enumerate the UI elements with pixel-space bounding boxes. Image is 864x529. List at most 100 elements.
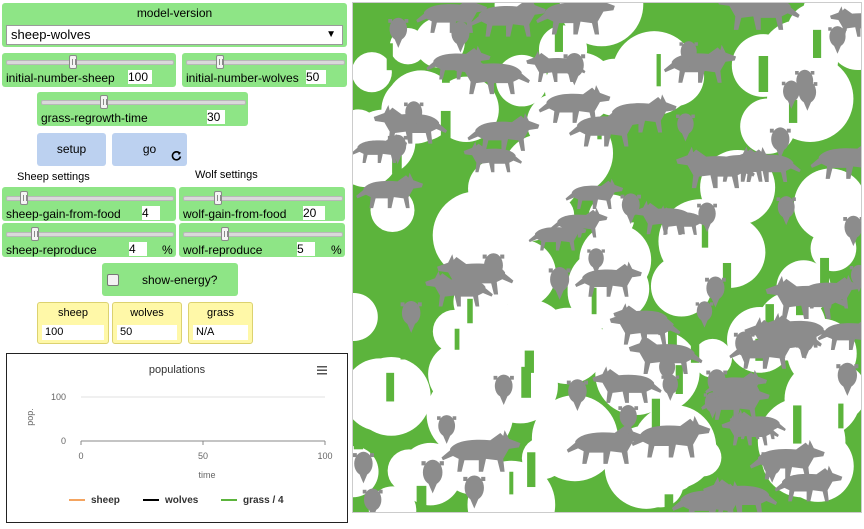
initial-number-sheep-slider[interactable]: initial-number-sheep 100	[2, 53, 176, 87]
grass-strip	[675, 365, 683, 394]
y-tick-label: 100	[51, 392, 66, 402]
grass-strip	[714, 310, 724, 334]
grass-strip	[591, 287, 597, 315]
grass-strip	[656, 54, 661, 87]
slider-value[interactable]: 5	[297, 242, 315, 256]
grass-strip	[782, 506, 789, 512]
monitor-value: 50	[117, 325, 177, 340]
dirt-patch	[498, 179, 561, 242]
slider-track[interactable]	[41, 100, 246, 105]
wolf-reproduce-slider[interactable]: wolf-reproduce 5 %	[179, 223, 345, 257]
wolf-settings-note: Wolf settings	[195, 169, 258, 181]
chevron-down-icon[interactable]: ▼	[326, 29, 336, 40]
initial-number-wolves-slider[interactable]: initial-number-wolves 50	[182, 53, 347, 87]
grass-strip	[690, 325, 700, 363]
model-version-select[interactable]: sheep-wolves ▼	[6, 25, 343, 45]
slider-value[interactable]: 4	[142, 206, 160, 220]
dirt-patch	[353, 52, 392, 93]
slider-value[interactable]: 4	[129, 242, 147, 256]
grass-strip	[839, 499, 846, 512]
slider-thumb[interactable]	[216, 55, 224, 69]
wolves-monitor: wolves 50	[112, 302, 182, 344]
hamburger-menu-icon[interactable]	[317, 366, 327, 375]
grass-strip	[524, 350, 534, 373]
grass-strip	[521, 366, 532, 398]
wolf-gain-from-food-slider[interactable]: wolf-gain-from-food 20	[179, 187, 345, 221]
slider-value[interactable]: 50	[306, 70, 326, 84]
slider-label: wolf-gain-from-food	[183, 207, 287, 221]
switch-checkbox[interactable]	[107, 274, 119, 286]
slider-track[interactable]	[186, 60, 345, 65]
slider-unit: %	[331, 243, 342, 257]
grass-strip	[758, 55, 769, 92]
x-axis-label: time	[198, 470, 215, 480]
monitor-label: grass	[207, 307, 234, 319]
slider-label: sheep-reproduce	[6, 243, 97, 257]
grass-strip	[813, 29, 822, 58]
slider-value[interactable]: 100	[128, 70, 152, 84]
slider-thumb[interactable]	[69, 55, 77, 69]
slider-track[interactable]	[183, 232, 343, 237]
sheep-gain-from-food-slider[interactable]: sheep-gain-from-food 4	[2, 187, 176, 221]
slider-track[interactable]	[6, 232, 174, 237]
slider-thumb[interactable]	[100, 95, 108, 109]
grass-strip	[386, 372, 395, 402]
slider-value[interactable]: 20	[303, 206, 325, 220]
dirt-patch	[443, 309, 502, 368]
dirt-patch	[353, 292, 378, 341]
dirt-patch	[693, 338, 733, 378]
show-energy-switch[interactable]: show-energy?	[102, 263, 238, 296]
legend-item: sheep	[91, 495, 120, 506]
dirt-patch	[370, 188, 415, 233]
dirt-patch	[612, 31, 697, 116]
slider-label: initial-number-wolves	[186, 71, 299, 85]
grass-strip	[416, 485, 427, 507]
plot-canvas: populations pop. time 100 0 0 50 100 sheep wo…	[25, 364, 333, 506]
dirt-patch	[531, 395, 618, 482]
dirt-patch	[529, 307, 606, 385]
grass-strip	[722, 262, 732, 291]
slider-track[interactable]	[6, 196, 174, 201]
world-canvas[interactable]	[353, 3, 861, 512]
grass-strip	[554, 13, 563, 52]
grass-strip	[664, 494, 674, 512]
grass-strip	[353, 428, 364, 450]
grass-strip	[440, 110, 451, 145]
legend-item: wolves	[164, 495, 199, 506]
switch-label: show-energy?	[142, 273, 218, 287]
grass-strip	[651, 398, 661, 434]
grass-strip	[820, 257, 830, 287]
grass-strip	[386, 43, 393, 71]
sheep-reproduce-slider[interactable]: sheep-reproduce 4 %	[2, 223, 176, 257]
setup-button[interactable]: setup	[37, 133, 106, 166]
legend-item: grass / 4	[243, 495, 284, 506]
grass-strip	[765, 304, 774, 327]
world-view[interactable]	[352, 2, 862, 513]
forever-arrow-icon	[171, 151, 182, 161]
dirt-patch	[650, 255, 712, 317]
grass-strip	[838, 403, 844, 429]
slider-value[interactable]: 30	[207, 110, 225, 124]
slider-track[interactable]	[6, 60, 174, 65]
go-button[interactable]: go	[112, 133, 187, 166]
grass-monitor: grass N/A	[188, 302, 253, 344]
slider-label: sheep-gain-from-food	[6, 207, 121, 221]
grass-regrowth-time-slider[interactable]: grass-regrowth-time 30	[37, 92, 248, 126]
plot-title: populations	[149, 364, 206, 376]
slider-unit: %	[162, 243, 173, 257]
grass-strip	[527, 452, 536, 488]
grass-strip	[667, 323, 677, 349]
grass-strip	[509, 471, 514, 495]
slider-thumb[interactable]	[31, 227, 39, 241]
slider-thumb[interactable]	[214, 191, 222, 205]
x-tick-label: 50	[198, 451, 208, 461]
monitor-value: 100	[42, 325, 104, 340]
slider-thumb[interactable]	[20, 191, 28, 205]
grass-strip	[701, 223, 709, 248]
monitor-label: wolves	[130, 307, 164, 319]
x-tick-label: 100	[317, 451, 332, 461]
slider-thumb[interactable]	[221, 227, 229, 241]
slider-track[interactable]	[183, 196, 343, 201]
grass-strip	[454, 328, 460, 350]
model-version-chooser[interactable]: model-version sheep-wolves ▼	[2, 3, 347, 47]
